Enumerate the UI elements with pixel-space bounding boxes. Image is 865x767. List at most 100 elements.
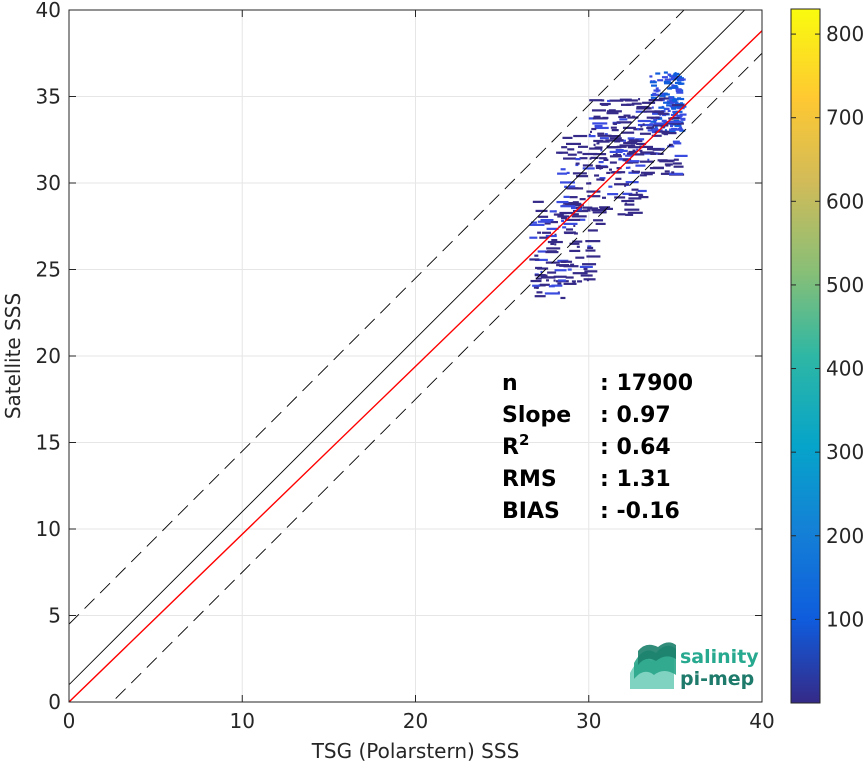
data-point [585, 240, 601, 243]
data-point [587, 245, 592, 248]
data-point [664, 163, 673, 166]
data-point [605, 139, 616, 142]
data-point [663, 101, 671, 104]
data-point [539, 283, 550, 286]
data-point [591, 109, 606, 112]
data-point [623, 153, 626, 156]
data-point [599, 206, 611, 209]
data-point [619, 144, 633, 147]
data-point [678, 78, 686, 81]
data-point [673, 84, 678, 88]
data-point [627, 146, 640, 149]
data-point [657, 117, 663, 120]
data-point [655, 87, 659, 90]
data-point [569, 249, 581, 253]
data-point [676, 114, 683, 117]
data-point [563, 265, 579, 268]
data-point [572, 240, 583, 243]
stat-label: RMS [502, 467, 557, 492]
data-point [582, 167, 595, 170]
data-point [535, 277, 542, 280]
data-point [561, 217, 568, 220]
data-point [593, 115, 601, 118]
data-point [639, 145, 654, 149]
data-point [631, 115, 635, 118]
data-point [674, 124, 682, 127]
data-point [532, 200, 544, 203]
data-point [639, 174, 647, 177]
data-point [599, 177, 606, 180]
data-point [647, 147, 662, 151]
data-point [659, 160, 674, 163]
data-point [588, 135, 596, 138]
data-point [647, 129, 663, 132]
data-point [668, 87, 671, 90]
data-point [655, 90, 659, 93]
data-point [636, 148, 639, 151]
data-point [587, 207, 599, 210]
data-point [608, 135, 621, 138]
colorbar-tick-label: 800 [826, 22, 864, 46]
data-point [670, 106, 677, 109]
data-point [650, 152, 657, 155]
data-point [569, 242, 580, 245]
data-point [586, 182, 592, 185]
data-point [616, 145, 627, 148]
data-point [540, 270, 543, 274]
stat-value: : 0.64 [600, 435, 671, 460]
data-point [625, 213, 634, 216]
data-point [537, 231, 542, 234]
data-point [599, 157, 607, 160]
data-point [563, 202, 573, 205]
stat-label: BIAS [502, 499, 560, 524]
data-point [601, 103, 609, 106]
data-point [610, 126, 617, 129]
data-point [672, 99, 678, 103]
data-point [672, 74, 678, 77]
data-point [580, 274, 593, 277]
data-point [566, 142, 582, 146]
data-point [627, 137, 635, 140]
data-point [671, 107, 677, 110]
data-point [671, 171, 675, 174]
data-point [631, 102, 642, 105]
data-point [579, 157, 588, 160]
data-point [657, 152, 664, 155]
data-point [651, 124, 654, 127]
data-point [550, 242, 555, 246]
data-point [626, 152, 634, 155]
data-point [679, 113, 687, 116]
colorbar-gradient [790, 8, 821, 704]
data-point [622, 126, 636, 129]
data-point [671, 97, 675, 101]
colorbar-tick-label: 700 [826, 106, 864, 130]
data-point [619, 118, 628, 121]
data-point [570, 206, 576, 210]
data-point [618, 157, 623, 161]
data-point [575, 162, 580, 165]
data-point [651, 84, 658, 87]
data-point [627, 141, 631, 144]
salinity-pi-mep-logo: salinity pi-mep [630, 642, 759, 690]
data-point [647, 158, 650, 161]
data-point [572, 272, 588, 275]
data-point [670, 113, 677, 117]
data-point [625, 202, 628, 205]
data-point [624, 184, 627, 187]
data-point [655, 72, 661, 75]
data-point [554, 233, 557, 236]
data-point [627, 211, 643, 214]
data-point [663, 95, 666, 98]
data-point [609, 161, 617, 164]
data-point [663, 80, 671, 83]
regression-line [69, 30, 762, 702]
data-point [545, 234, 557, 238]
data-point [553, 213, 564, 216]
data-point [548, 285, 555, 288]
data-point [657, 124, 669, 127]
data-point [667, 73, 671, 76]
data-point [659, 94, 665, 97]
data-point [639, 149, 643, 152]
data-point [621, 131, 635, 134]
